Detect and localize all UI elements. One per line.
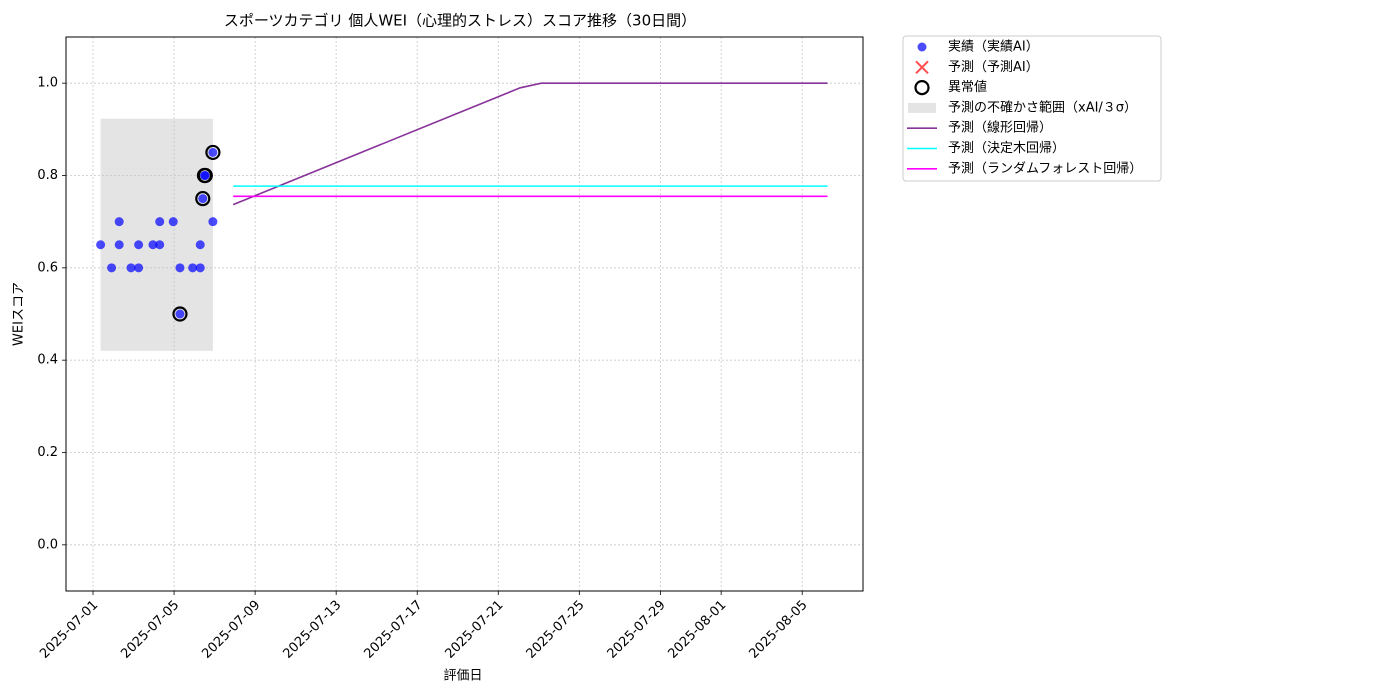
legend-label: 予測（線形回帰） — [948, 120, 1052, 136]
y-tick-label: 0.2 — [37, 445, 58, 460]
actual-point — [195, 263, 205, 273]
x-tick-label: 2025-07-05 — [118, 598, 182, 662]
anomaly-point — [197, 167, 213, 184]
actual-point — [195, 240, 205, 250]
actual-point — [126, 263, 136, 273]
legend-marker — [914, 79, 930, 96]
legend-box — [902, 35, 1162, 182]
x-tick-label: 2025-07-01 — [37, 598, 101, 662]
actual-point — [208, 147, 218, 157]
actual-point — [114, 240, 124, 250]
actual-point — [96, 240, 106, 250]
x-tick-label: 2025-08-05 — [746, 598, 810, 662]
legend-marker — [908, 102, 936, 113]
actual-point — [148, 240, 158, 250]
actual-point — [208, 217, 218, 227]
x-tick-label: 2025-07-21 — [443, 598, 507, 662]
y-tick-label: 1.0 — [37, 76, 58, 91]
actual-point — [107, 263, 117, 273]
legend-label: 予測（ランダムフォレスト回帰） — [948, 160, 1142, 176]
anomaly-point — [205, 144, 221, 161]
actual-point — [199, 171, 209, 180]
legend-label: 予測（決定木回帰） — [948, 140, 1065, 156]
legend-label: 実績（実績AI） — [948, 39, 1039, 55]
legend-marker — [915, 60, 929, 75]
legend-marker — [917, 42, 927, 52]
legend-label: 予測（予測AI） — [948, 60, 1039, 75]
prediction-line — [232, 82, 828, 206]
actual-point — [198, 194, 208, 204]
actual-point — [168, 217, 178, 227]
x-axis-label: 評価日 — [443, 669, 482, 684]
actual-point — [134, 263, 144, 273]
actual-point — [114, 217, 124, 227]
actual-point — [175, 309, 185, 319]
actual-point — [188, 263, 198, 273]
legend-label: 予測の不確かさ範囲（xAI/３σ） — [948, 99, 1137, 115]
chart-title: スポーツカテゴリ 個人WEI（心理的ストレス）スコア推移（30日間） — [224, 12, 696, 30]
x-tick-label: 2025-07-17 — [361, 598, 425, 662]
y-tick-label: 0.6 — [37, 260, 58, 275]
y-tick-label: 0.4 — [37, 353, 58, 368]
legend-label: 異常値 — [948, 79, 987, 95]
y-tick-label: 0.0 — [37, 537, 58, 552]
actual-point — [134, 240, 144, 250]
x-tick-label: 2025-08-01 — [665, 598, 729, 662]
y-tick-label: 0.8 — [37, 168, 58, 183]
x-tick-label: 2025-07-13 — [280, 598, 344, 662]
actual-point — [155, 240, 165, 250]
x-tick-label: 2025-07-09 — [199, 598, 263, 662]
anomaly-point — [172, 306, 188, 322]
plot-frame — [65, 36, 864, 592]
x-tick-label: 2025-07-25 — [524, 598, 588, 662]
x-tick-label: 2025-07-29 — [605, 598, 669, 662]
y-axis-label: WEIスコア — [12, 282, 27, 346]
actual-point — [155, 217, 165, 227]
anomaly-point — [195, 190, 211, 207]
uncertainty-band — [100, 118, 213, 351]
actual-point — [175, 263, 185, 273]
